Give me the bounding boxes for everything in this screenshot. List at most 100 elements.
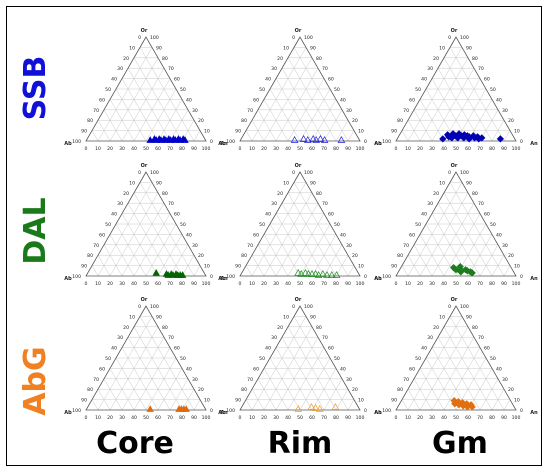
grid-line bbox=[335, 120, 349, 142]
apex-label-ab: Ab bbox=[218, 410, 226, 416]
grid-line bbox=[263, 368, 289, 411]
tick-label-right: 100 bbox=[150, 35, 159, 41]
tick-label-left: 80 bbox=[241, 118, 247, 124]
tick-label-right: 20 bbox=[352, 387, 358, 393]
tick-label-an: 20 bbox=[417, 146, 423, 152]
tick-label-right: 50 bbox=[490, 356, 496, 362]
tick-label-an: 40 bbox=[441, 281, 447, 287]
grid-line bbox=[115, 88, 147, 142]
tick-label-right: 50 bbox=[490, 87, 496, 93]
tick-label-left: 30 bbox=[271, 66, 277, 72]
data-point-dal-gm bbox=[457, 268, 465, 276]
tick-label-left: 20 bbox=[433, 56, 439, 62]
tick-label-an: 10 bbox=[95, 146, 101, 152]
tick-label-left: 80 bbox=[87, 387, 93, 393]
tick-label-left: 0 bbox=[448, 170, 451, 176]
tick-label-right: 30 bbox=[192, 377, 198, 383]
tick-label-an: 60 bbox=[155, 281, 161, 287]
data-point-abg-rim bbox=[331, 402, 340, 410]
tick-label-an: 50 bbox=[297, 281, 303, 287]
tick-label-left: 70 bbox=[403, 377, 409, 383]
tick-label-right: 90 bbox=[310, 180, 316, 186]
grid-line bbox=[413, 378, 433, 411]
data-point-abg-rim bbox=[294, 405, 302, 412]
tick-label-left: 50 bbox=[259, 222, 265, 228]
tick-label-left: 0 bbox=[138, 170, 141, 176]
tick-label-right: 80 bbox=[162, 191, 168, 197]
tick-label-an: 40 bbox=[285, 146, 291, 152]
data-point-dal-gm bbox=[468, 269, 476, 277]
tick-label-left: 80 bbox=[241, 253, 247, 259]
tick-label-left: 30 bbox=[427, 201, 433, 207]
tick-label-an: 60 bbox=[155, 415, 161, 421]
apex-label-or: Or bbox=[451, 297, 458, 303]
tick-label-right: 10 bbox=[514, 398, 520, 404]
grid-line bbox=[323, 378, 343, 411]
apex-label-an: An bbox=[374, 276, 382, 282]
tick-label-left: 60 bbox=[99, 232, 105, 238]
grid-line bbox=[401, 265, 409, 277]
tick-label-right: 10 bbox=[358, 264, 364, 270]
tick-label-left: 10 bbox=[283, 314, 289, 320]
tick-label-right: 40 bbox=[186, 232, 192, 238]
tick-label-an: 60 bbox=[309, 281, 315, 287]
tick-label-right: 60 bbox=[328, 77, 334, 83]
grid-line bbox=[347, 130, 355, 142]
tick-label-an: 30 bbox=[273, 415, 279, 421]
data-point-dal-rim bbox=[314, 271, 323, 278]
grid-line bbox=[437, 68, 481, 142]
tick-label-an: 90 bbox=[345, 146, 351, 152]
tick-label-an: 100 bbox=[512, 281, 521, 287]
grid-line bbox=[299, 223, 331, 277]
tick-label-an: 90 bbox=[501, 146, 507, 152]
tick-label-an: 70 bbox=[167, 146, 173, 152]
tick-label-an: 70 bbox=[167, 415, 173, 421]
tick-label-right: 0 bbox=[364, 408, 367, 414]
tick-label-right: 40 bbox=[340, 97, 346, 103]
tick-label-an: 40 bbox=[131, 415, 137, 421]
tick-label-left: 0 bbox=[292, 35, 295, 41]
tick-label-an: 100 bbox=[356, 146, 365, 152]
tick-label-left: 10 bbox=[439, 45, 445, 51]
grid-line bbox=[491, 255, 505, 277]
tick-label-left: 20 bbox=[123, 325, 129, 331]
tick-label-left: 100 bbox=[382, 408, 391, 414]
tick-label-an: 60 bbox=[155, 146, 161, 152]
grid-line bbox=[479, 244, 499, 277]
tick-label-left: 10 bbox=[129, 45, 135, 51]
tick-label-left: 20 bbox=[277, 191, 283, 197]
tick-label-right: 0 bbox=[364, 274, 367, 280]
tick-label-an: 50 bbox=[453, 415, 459, 421]
tick-label-right: 80 bbox=[316, 325, 322, 331]
data-point-dal-rim bbox=[323, 271, 331, 278]
tick-label-right: 60 bbox=[174, 77, 180, 83]
tick-label-right: 90 bbox=[466, 180, 472, 186]
data-point-dal-rim bbox=[328, 271, 336, 278]
tick-label-an: 0 bbox=[85, 415, 88, 421]
grid-line bbox=[281, 68, 325, 142]
tick-label-right: 90 bbox=[466, 45, 472, 51]
tick-label-right: 100 bbox=[304, 304, 313, 310]
tick-label-an: 10 bbox=[249, 415, 255, 421]
grid-line bbox=[407, 182, 463, 277]
tick-label-an: 80 bbox=[179, 281, 185, 287]
tick-label-left: 60 bbox=[99, 366, 105, 372]
grid-line bbox=[145, 357, 177, 411]
tick-label-an: 10 bbox=[95, 281, 101, 287]
grid-line bbox=[263, 234, 289, 277]
grid-line bbox=[193, 399, 201, 411]
apex-label-an: An bbox=[374, 410, 382, 416]
tick-label-an: 30 bbox=[273, 281, 279, 287]
apex-label-or: Or bbox=[295, 297, 302, 303]
data-point-abg-rim bbox=[316, 405, 324, 412]
tick-label-an: 0 bbox=[395, 146, 398, 152]
tick-label-right: 10 bbox=[514, 264, 520, 270]
tick-label-right: 0 bbox=[210, 408, 213, 414]
tick-label-an: 80 bbox=[333, 281, 339, 287]
tick-label-right: 30 bbox=[346, 108, 352, 114]
tick-label-left: 80 bbox=[87, 253, 93, 259]
tick-label-left: 30 bbox=[427, 66, 433, 72]
tick-label-right: 50 bbox=[180, 87, 186, 93]
tick-label-left: 60 bbox=[253, 232, 259, 238]
grid-line bbox=[449, 182, 505, 277]
